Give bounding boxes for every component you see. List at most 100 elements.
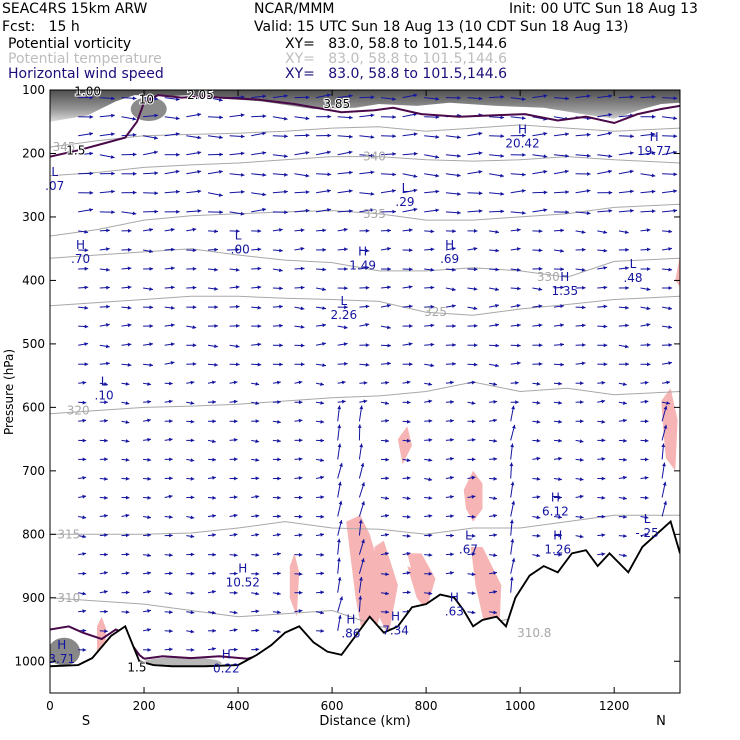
wind-arrowhead bbox=[305, 116, 310, 121]
wind-arrowhead bbox=[277, 476, 281, 481]
wind-arrowhead bbox=[646, 287, 651, 291]
wind-arrowhead bbox=[536, 533, 541, 538]
wind-arrowhead bbox=[357, 424, 362, 428]
wind-arrowhead bbox=[543, 190, 548, 195]
wind-arrowhead bbox=[365, 248, 370, 253]
wind-arrowhead bbox=[344, 267, 348, 271]
wind-arrowhead bbox=[214, 305, 218, 309]
wind-arrowhead bbox=[582, 285, 586, 290]
wind-arrowhead bbox=[240, 134, 245, 139]
wind-arrowhead bbox=[169, 419, 173, 424]
wind-arrowhead bbox=[279, 286, 283, 291]
wind-arrowhead bbox=[236, 229, 240, 234]
wind-arrowhead bbox=[471, 494, 476, 499]
wind-arrowhead bbox=[284, 94, 288, 98]
wind-arrowhead bbox=[322, 228, 327, 233]
wind-arrowhead bbox=[82, 438, 87, 443]
wind-arrowhead bbox=[127, 363, 132, 367]
wind-arrowhead bbox=[322, 247, 327, 252]
wind-arrowhead bbox=[430, 342, 435, 347]
wind-arrowhead bbox=[430, 285, 435, 290]
wind-arrowhead bbox=[370, 113, 375, 118]
wind-arrowhead bbox=[111, 132, 115, 137]
wind-arrowhead bbox=[493, 439, 498, 443]
extremum-high-marker: H bbox=[445, 238, 454, 252]
wind-arrowhead bbox=[300, 325, 305, 329]
wind-arrowhead bbox=[407, 514, 411, 519]
wind-arrowhead bbox=[169, 533, 173, 538]
wind-arrowhead bbox=[370, 192, 375, 196]
wind-arrowhead bbox=[212, 419, 216, 424]
wind-arrowhead bbox=[392, 209, 396, 214]
y-tick-label: 400 bbox=[22, 273, 45, 287]
wind-arrowhead bbox=[255, 628, 260, 633]
wind-arrowhead bbox=[387, 228, 391, 233]
wind-arrowhead bbox=[500, 134, 505, 138]
wind-arrowhead bbox=[560, 228, 564, 233]
wind-arrowhead bbox=[495, 267, 500, 272]
wind-arrowhead bbox=[385, 476, 389, 481]
wind-arrowhead bbox=[298, 609, 303, 613]
extremum-high-marker: H bbox=[76, 238, 85, 252]
wind-arrowhead bbox=[406, 380, 411, 385]
wind-arrowhead bbox=[212, 457, 216, 462]
wind-arrowhead bbox=[284, 210, 288, 215]
wind-arrowhead bbox=[387, 267, 391, 271]
wind-arrowhead bbox=[104, 514, 108, 518]
wind-arrowhead bbox=[197, 150, 202, 155]
wind-arrowhead bbox=[320, 401, 324, 405]
wind-arrowhead bbox=[322, 363, 326, 367]
extremum-value: 3.71 bbox=[48, 652, 75, 666]
wind-arrowhead bbox=[543, 154, 548, 159]
wind-arrowhead bbox=[579, 457, 584, 462]
wind-arrowhead bbox=[234, 647, 238, 652]
wind-arrowhead bbox=[147, 437, 151, 442]
wind-arrowhead bbox=[409, 324, 413, 328]
wind-arrowhead bbox=[327, 172, 332, 177]
wind-arrowhead bbox=[305, 151, 310, 155]
pv-contour-label: 1.00 bbox=[74, 84, 101, 98]
wind-arrowhead bbox=[603, 230, 608, 234]
pink-region-9 bbox=[675, 255, 680, 287]
pink-region-10 bbox=[407, 566, 422, 598]
wind-arrowhead bbox=[471, 591, 476, 595]
wind-arrowhead bbox=[673, 189, 677, 194]
wind-arrowhead bbox=[104, 400, 108, 405]
wind-arrowhead bbox=[387, 361, 391, 366]
wind-arrowhead bbox=[127, 285, 132, 290]
extremum-value: 1.49 bbox=[349, 258, 376, 272]
extremum-low-marker: L bbox=[340, 294, 347, 308]
wind-arrowhead bbox=[190, 401, 195, 405]
wind-arrowhead bbox=[344, 361, 348, 366]
pv-contour-label: 1.5 bbox=[127, 661, 146, 675]
wind-arrowhead bbox=[385, 380, 389, 385]
y-tick-label: 800 bbox=[22, 527, 45, 541]
wind-arrowhead bbox=[579, 515, 584, 519]
wind-arrowhead bbox=[663, 405, 668, 410]
field-xy-wind: XY= 83.0, 58.8 to 101.5,144.6 bbox=[285, 66, 508, 82]
x-tick-label: 800 bbox=[415, 699, 438, 713]
wind-arrowhead bbox=[262, 192, 267, 197]
wind-arrowhead bbox=[320, 419, 325, 424]
wind-arrowhead bbox=[257, 285, 262, 290]
wind-arrowhead bbox=[170, 361, 175, 365]
wind-arrowhead bbox=[629, 169, 634, 174]
wind-arrowhead bbox=[493, 457, 498, 461]
wind-arrowhead bbox=[255, 476, 260, 481]
wind-arrowhead bbox=[125, 420, 130, 424]
wind-arrowhead bbox=[154, 171, 159, 176]
wind-arrowhead bbox=[409, 362, 413, 367]
wind-arrowhead bbox=[105, 344, 110, 349]
wind-arrowhead bbox=[601, 476, 606, 481]
wind-arrowhead bbox=[320, 590, 325, 595]
wind-arrowhead bbox=[451, 287, 456, 292]
wind-arrowhead bbox=[305, 190, 310, 194]
wind-arrowhead bbox=[359, 443, 364, 448]
wind-arrowhead bbox=[581, 361, 586, 366]
wind-arrowhead bbox=[169, 629, 173, 633]
wind-arrowhead bbox=[473, 247, 478, 251]
wind-arrowhead bbox=[255, 591, 260, 596]
wind-arrowhead bbox=[603, 362, 608, 367]
wind-arrowhead bbox=[579, 494, 584, 499]
